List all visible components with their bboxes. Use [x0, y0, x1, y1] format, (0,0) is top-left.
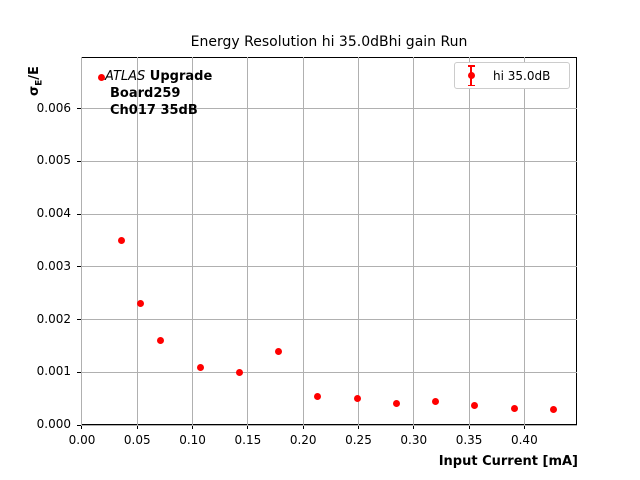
x-tick-mark [247, 425, 249, 429]
x-tick-mark [357, 425, 359, 429]
data-point [118, 236, 126, 244]
legend-label: hi 35.0dB [493, 68, 551, 83]
experiment-name: ATLAS [105, 69, 146, 84]
x-tick-label: 0.30 [400, 433, 428, 447]
x-tick-mark [413, 425, 415, 429]
x-tick-mark [468, 425, 470, 429]
data-point [314, 393, 322, 401]
x-tick-label: 0.35 [455, 433, 483, 447]
y-tick-mark [77, 213, 81, 215]
data-point [549, 406, 557, 414]
chart-title: Energy Resolution hi 35.0dBhi gain Run [190, 34, 468, 50]
x-tick-mark [302, 425, 304, 429]
data-point [392, 399, 400, 407]
x-tick-label: 0.15 [234, 433, 262, 447]
y-tick-mark [77, 424, 81, 426]
data-point [157, 337, 164, 345]
x-tick-mark [136, 425, 138, 429]
x-gridline [357, 57, 359, 425]
data-point [275, 347, 283, 355]
data-point [98, 73, 106, 81]
legend: hi 35.0dB [454, 62, 570, 89]
y-tick-label: 0.003 [36, 258, 71, 273]
plot-area [81, 57, 577, 425]
data-point [510, 404, 518, 412]
x-gridline [247, 57, 249, 425]
y-tick-mark [77, 319, 81, 321]
x-tick-label: 0.20 [289, 433, 317, 447]
x-tick-label: 0.40 [510, 433, 538, 447]
y-gridline [81, 108, 577, 110]
x-tick-label: 0.25 [345, 433, 372, 447]
y-gridline [81, 319, 577, 321]
y-tick-mark [77, 266, 81, 268]
x-gridline [302, 57, 304, 425]
x-axis-label: Input Current [mA] [438, 454, 578, 469]
x-gridline [136, 57, 138, 425]
data-point [137, 300, 145, 308]
y-gridline [81, 160, 577, 162]
x-tick-mark [192, 425, 194, 429]
y-tick-mark [77, 371, 81, 373]
y-gridline [81, 213, 577, 215]
y-tick-label: 0.002 [36, 311, 71, 326]
y-gridline [81, 266, 577, 268]
data-point [353, 395, 361, 403]
x-gridline [468, 57, 470, 425]
atlas-annotation: ATLAS Upgrade Board259 Ch017 35dB [105, 68, 212, 119]
x-gridline [413, 57, 415, 425]
y-gridline [81, 371, 577, 373]
y-tick-label: 0.004 [36, 206, 71, 221]
y-tick-mark [77, 160, 81, 162]
annotation-line-3: Ch017 35dB [110, 103, 198, 118]
x-gridline [523, 57, 525, 425]
data-point [235, 368, 243, 376]
y-axis-label: σE/E [27, 66, 45, 96]
y-tick-label: 0.006 [36, 100, 71, 115]
y-tick-mark [77, 108, 81, 110]
y-gridline [81, 424, 577, 426]
annotation-line-2: Board259 [110, 86, 181, 101]
y-tick-label: 0.005 [36, 153, 71, 168]
y-tick-label: 0.001 [36, 364, 71, 379]
data-point [432, 398, 440, 406]
annotation-line-1-rest: Upgrade [145, 69, 213, 84]
x-tick-label: 0.10 [179, 433, 206, 447]
data-point [471, 401, 479, 409]
annotation-line-1: ATLAS Upgrade [105, 68, 212, 85]
x-tick-label: 0.00 [68, 433, 96, 447]
data-point [196, 363, 204, 371]
x-gridline [81, 57, 83, 425]
errorbar-marker-icon [464, 65, 478, 86]
y-tick-label: 0.000 [36, 417, 71, 431]
x-tick-mark [523, 425, 525, 429]
x-tick-label: 0.05 [123, 433, 151, 447]
x-tick-mark [81, 425, 83, 429]
x-gridline [192, 57, 194, 425]
